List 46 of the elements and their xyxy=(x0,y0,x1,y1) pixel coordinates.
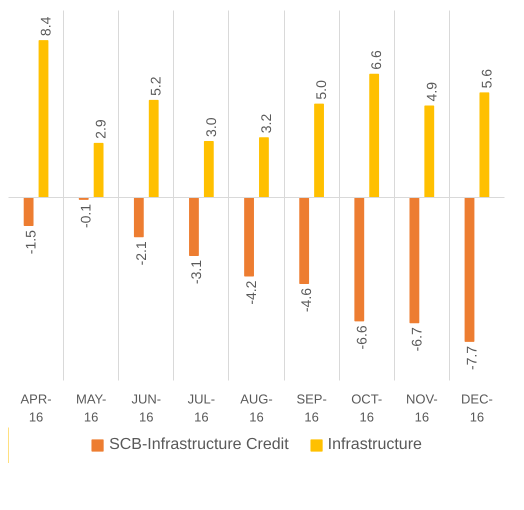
x-tick-label: SEP-16 xyxy=(296,392,327,424)
bar xyxy=(24,197,34,226)
bar xyxy=(299,197,310,284)
bar xyxy=(189,197,199,256)
x-tick-label: JUN-16 xyxy=(131,392,162,424)
data-label: -4.6 xyxy=(298,288,314,312)
bar xyxy=(204,140,214,198)
data-label: -1.5 xyxy=(22,230,39,254)
data-label: 8.4 xyxy=(37,16,54,36)
bar xyxy=(354,197,364,322)
x-tick-label: AUG-16 xyxy=(240,392,273,424)
bar xyxy=(369,74,380,198)
data-label: 4.9 xyxy=(423,82,440,102)
data-label: 5.2 xyxy=(148,76,164,96)
legend-label: SCB-Infrastructure Credit xyxy=(109,436,289,454)
data-label: -7.7 xyxy=(464,346,480,370)
x-tick-label: APR-16 xyxy=(20,392,52,424)
bar xyxy=(314,104,324,198)
x-tick-label: OCT-16 xyxy=(351,392,382,424)
data-label: -6.7 xyxy=(408,327,424,352)
bar xyxy=(94,142,104,198)
bar xyxy=(409,197,420,324)
x-tick-label: NOV-16 xyxy=(406,392,438,424)
bar xyxy=(244,197,254,276)
legend-label: Infrastructure xyxy=(328,436,422,454)
x-tick-label: MAY-16 xyxy=(76,392,106,424)
bar xyxy=(134,197,144,238)
x-tick-label: DEC-16 xyxy=(461,392,493,424)
bar xyxy=(479,92,490,198)
data-label: -0.1 xyxy=(78,204,94,228)
bar xyxy=(38,40,48,198)
data-label: 6.6 xyxy=(368,50,384,70)
data-label: -4.2 xyxy=(243,280,260,305)
bar xyxy=(464,197,474,342)
bar xyxy=(424,105,434,198)
data-label: 3.2 xyxy=(258,114,274,134)
data-label: 2.9 xyxy=(92,119,109,139)
data-label: -2.1 xyxy=(132,241,149,266)
x-tick-label: JUL-16 xyxy=(188,392,216,424)
data-label: 3.0 xyxy=(202,117,219,137)
bar xyxy=(148,100,159,198)
bar xyxy=(259,137,269,198)
data-label: 5.6 xyxy=(478,68,494,88)
data-label: -3.1 xyxy=(188,260,204,284)
data-label: -6.6 xyxy=(353,325,370,350)
data-label: 5.0 xyxy=(313,80,330,100)
